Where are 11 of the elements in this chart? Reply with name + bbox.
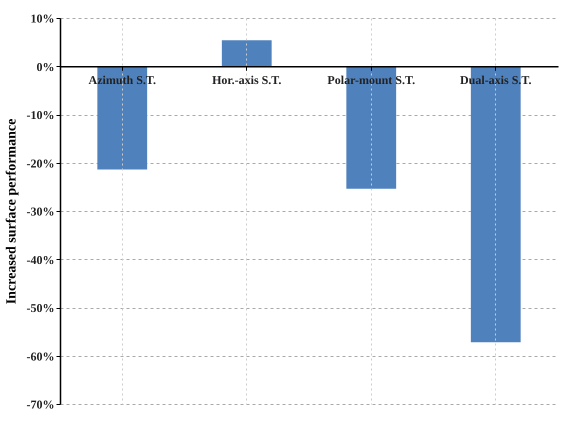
y-tick-label: 10%	[30, 12, 54, 26]
y-tick-label: -70%	[26, 398, 54, 412]
y-tick-label: -20%	[26, 156, 54, 170]
y-tick-label: 0%	[36, 60, 54, 74]
y-axis-title: Increased surface performance	[4, 118, 20, 304]
y-tick-label: -50%	[26, 301, 54, 315]
x-tick-label: Hor.-axis S.T.	[212, 72, 282, 87]
y-tick-label: -30%	[26, 204, 54, 218]
y-tick-label: -10%	[26, 108, 54, 122]
y-tick-label: -60%	[26, 349, 54, 364]
y-tick-label: -40%	[26, 252, 54, 267]
